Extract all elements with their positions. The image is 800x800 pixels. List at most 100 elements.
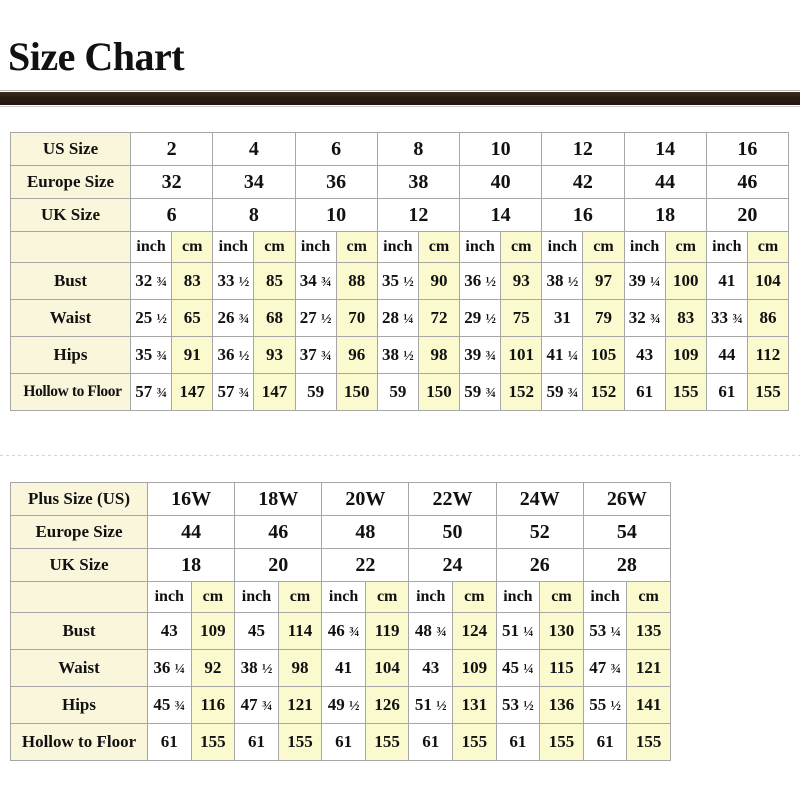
row-uk-size-cell: 20 <box>234 548 323 582</box>
row-plus-size-cell: 16W <box>146 482 236 516</box>
row-hollow-to-floor-cell: 152 <box>500 373 543 411</box>
plus-size-table: Plus Size (US) 16W 18W 20W 22W 24W 26W Europe S… <box>10 482 671 761</box>
unit-header-cm: cm <box>452 581 497 613</box>
row-waist-cell: 104 <box>364 649 410 687</box>
row-uk-size-cell: 18 <box>146 548 236 582</box>
row-hips: Hips 45 ¾ 116 47 ¾ 121 49 ½ 126 51 ½ 131 53 ½ 136 5… <box>10 686 671 724</box>
row-hips-cell: 136 <box>539 686 584 724</box>
row-uk-size-cell: 20 <box>705 198 790 232</box>
unit-header-cm: cm <box>539 581 584 613</box>
row-europe-size-cell: 48 <box>321 515 410 549</box>
row-uk-size-cell: 26 <box>495 548 584 582</box>
row-waist-cell: 33 ¾ <box>705 299 748 337</box>
row-waist-cell: 29 ½ <box>458 299 502 337</box>
row-bust-cell: 38 ½ <box>541 262 584 300</box>
row-bust-cell: 51 ¼ <box>495 612 541 650</box>
row-uk-size-cell: 10 <box>294 198 378 232</box>
row-plus-size: Plus Size (US) 16W 18W 20W 22W 24W 26W <box>10 482 671 516</box>
row-bust-cell: 88 <box>335 262 378 300</box>
unit-header-cm: cm <box>500 231 543 263</box>
page-title: Size Chart <box>8 34 185 79</box>
row-uk-size-cell: 22 <box>321 548 410 582</box>
row-waist-cell: 98 <box>277 649 323 687</box>
row-waist-cell: 65 <box>171 299 214 337</box>
row-uk-size-cell: 8 <box>212 198 296 232</box>
row-hollow-to-floor-cell: 155 <box>626 723 671 761</box>
title-accent-bar <box>0 92 800 105</box>
table-divider <box>0 455 800 456</box>
row-hollow-to-floor-cell: 59 <box>376 373 419 411</box>
row-label: Waist <box>10 649 148 687</box>
row-label: Hips <box>10 686 148 724</box>
row-waist-cell: 26 ¾ <box>212 299 255 337</box>
unit-header-cm: cm <box>417 231 461 263</box>
row-unit-header: inch cm inch cm inch cm inch cm inch cm inch cm <box>10 581 671 613</box>
unit-header-cm: cm <box>190 581 236 613</box>
unit-header-inch: inch <box>623 231 666 263</box>
row-bust: Bust 32 ¾ 83 33 ½ 85 34 ¾ 88 35 ½ 90 36 ½ 93 38 ½ 97… <box>10 262 790 300</box>
row-hollow-to-floor-cell: 61 <box>582 723 628 761</box>
unit-header-cm: cm <box>277 581 323 613</box>
row-hollow-to-floor-cell: 150 <box>417 373 461 411</box>
row-label-blank <box>10 231 131 263</box>
row-hollow-to-floor: Hollow to Floor 61 155 61 155 61 155 61 155 61 155… <box>10 723 671 761</box>
row-plus-size-cell: 26W <box>582 482 671 516</box>
row-europe-size-cell: 44 <box>146 515 236 549</box>
row-bust-cell: 85 <box>253 262 296 300</box>
row-label: Hips <box>10 336 131 374</box>
unit-header-inch: inch <box>705 231 748 263</box>
row-plus-size-cell: 24W <box>495 482 584 516</box>
row-waist-cell: 32 ¾ <box>623 299 666 337</box>
unit-header-inch: inch <box>212 231 255 263</box>
row-europe-size: Europe Size 44 46 48 50 52 54 <box>10 515 671 549</box>
row-hips-cell: 126 <box>364 686 410 724</box>
row-europe-size-cell: 32 <box>129 165 214 199</box>
unit-header-cm: cm <box>171 231 214 263</box>
row-waist-cell: 83 <box>664 299 707 337</box>
row-hollow-to-floor-cell: 61 <box>321 723 366 761</box>
row-bust-cell: 39 ¼ <box>623 262 666 300</box>
row-bust-cell: 36 ½ <box>458 262 502 300</box>
row-us-size-cell: 6 <box>294 132 378 166</box>
row-waist-cell: 43 <box>408 649 454 687</box>
row-label: Plus Size (US) <box>10 482 148 516</box>
row-waist-cell: 36 ¼ <box>147 649 192 687</box>
row-bust-cell: 34 ¾ <box>294 262 337 300</box>
row-uk-size-cell: 24 <box>408 548 497 582</box>
row-bust-cell: 33 ½ <box>212 262 255 300</box>
row-hollow-to-floor-cell: 61 <box>147 723 192 761</box>
row-waist-cell: 92 <box>190 649 236 687</box>
row-label: Waist <box>10 299 131 337</box>
row-hips-cell: 39 ¾ <box>458 336 502 374</box>
row-waist-cell: 115 <box>539 649 584 687</box>
row-waist-cell: 38 ½ <box>234 649 279 687</box>
row-waist-cell: 27 ½ <box>294 299 337 337</box>
row-waist-cell: 75 <box>500 299 543 337</box>
row-europe-size-cell: 46 <box>234 515 323 549</box>
row-label: Europe Size <box>10 515 148 549</box>
row-hollow-to-floor-cell: 152 <box>582 373 625 411</box>
unit-header-inch: inch <box>541 231 584 263</box>
row-hollow-to-floor: Hollow to Floor 57 ¾ 147 57 ¾ 147 59 150 59 150 5… <box>10 373 790 411</box>
row-hollow-to-floor-cell: 155 <box>539 723 584 761</box>
row-europe-size-cell: 36 <box>294 165 378 199</box>
row-hips-cell: 93 <box>253 336 296 374</box>
row-hips-cell: 37 ¾ <box>294 336 337 374</box>
unit-header-cm: cm <box>582 231 625 263</box>
unit-header-inch: inch <box>234 581 279 613</box>
row-uk-size-cell: 16 <box>541 198 625 232</box>
row-europe-size-cell: 42 <box>541 165 625 199</box>
unit-header-inch: inch <box>582 581 628 613</box>
row-hollow-to-floor-cell: 59 ¾ <box>541 373 584 411</box>
row-bust-cell: 109 <box>190 612 236 650</box>
row-hips-cell: 45 ¾ <box>147 686 192 724</box>
row-label: UK Size <box>10 548 148 582</box>
row-waist-cell: 41 <box>321 649 366 687</box>
row-bust-cell: 45 <box>234 612 279 650</box>
unit-header-inch: inch <box>129 231 173 263</box>
row-us-size-cell: 12 <box>541 132 625 166</box>
row-waist-cell: 79 <box>582 299 625 337</box>
row-bust-cell: 41 <box>705 262 748 300</box>
